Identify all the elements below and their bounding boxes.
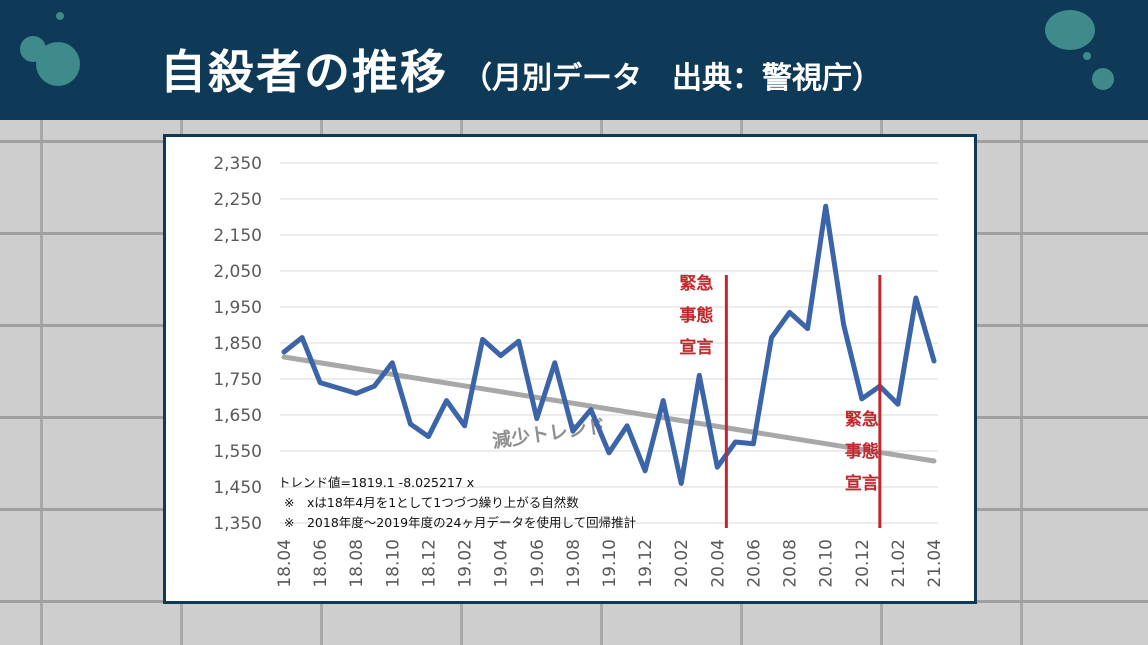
x-tick-label: 19.10	[600, 539, 620, 588]
page-title: 自殺者の推移	[160, 45, 448, 99]
data-point	[823, 204, 828, 209]
decor-blob	[1092, 68, 1114, 90]
header-bar: 自殺者の推移 （月別データ 出典：警視庁）	[0, 0, 1148, 120]
y-tick-label: 1,950	[213, 298, 262, 318]
x-tick-label: 21.02	[889, 539, 909, 588]
x-tick-label: 21.04	[925, 539, 945, 588]
data-point	[390, 360, 395, 365]
x-tick-label: 20.10	[817, 539, 837, 588]
y-tick-label: 2,150	[213, 226, 262, 246]
data-point	[408, 421, 413, 427]
decor-blob	[1045, 10, 1095, 50]
decor-blob	[1083, 52, 1091, 60]
y-tick-label: 1,850	[213, 334, 262, 354]
data-point	[751, 441, 756, 446]
y-tick-label: 2,250	[213, 190, 262, 210]
x-tick-label: 18.04	[275, 539, 295, 588]
data-point	[787, 310, 792, 315]
data-point	[913, 295, 919, 301]
x-tick-label: 19.12	[636, 539, 656, 588]
data-point	[516, 339, 521, 344]
chart-card: 1,350 1,450 1,550 1,650 1,750 1,850 1,950 2,050…	[163, 134, 977, 604]
x-tick-label: 18.10	[383, 539, 403, 588]
x-tick-label: 20.02	[672, 539, 692, 588]
y-tick-label: 1,450	[213, 478, 262, 498]
regression-note: ※ 2018年度～2019年度の24ヶ月データを使用して回帰推計	[284, 515, 636, 530]
data-point	[462, 423, 467, 428]
data-point	[552, 360, 558, 365]
decor-blob	[56, 12, 64, 20]
page-subtitle: （月別データ 出典：警視庁）	[462, 61, 882, 96]
data-point	[805, 326, 810, 331]
event-label: 事態	[679, 305, 713, 326]
data-point	[335, 385, 341, 391]
y-tick-label: 1,750	[213, 370, 262, 390]
series-line	[281, 203, 937, 486]
data-point	[624, 423, 630, 428]
y-tick-label: 2,050	[213, 262, 262, 282]
trend-line	[281, 354, 937, 464]
data-point	[931, 358, 937, 364]
data-point	[570, 429, 576, 434]
data-point	[769, 335, 774, 340]
data-point	[642, 468, 648, 473]
x-tick-label: 19.04	[492, 539, 512, 588]
y-tick-label: 1,350	[213, 514, 262, 534]
data-point	[354, 391, 359, 396]
data-point	[588, 407, 594, 412]
x-tick-label: 20.06	[744, 539, 764, 588]
regression-note: ※ xは18年4月を1として1つづつ繰り上がる自然数	[284, 495, 579, 510]
x-tick-label: 20.12	[853, 539, 873, 588]
event-label: 緊急	[679, 273, 713, 294]
x-tick-label: 18.12	[419, 539, 439, 588]
x-tick-label: 20.08	[781, 539, 801, 588]
page-title-row: 自殺者の推移 （月別データ 出典：警視庁）	[160, 36, 882, 102]
data-point	[660, 398, 666, 403]
x-tick-label: 19.08	[564, 539, 584, 588]
x-tick-label: 19.02	[456, 539, 476, 588]
data-point	[299, 335, 305, 340]
event-label: 宣言	[845, 473, 879, 494]
data-point	[733, 439, 738, 445]
x-tick-label: 18.06	[311, 539, 331, 588]
line-chart: 1,350 1,450 1,550 1,650 1,750 1,850 1,950 2,050…	[213, 154, 945, 588]
event-label: 緊急	[845, 409, 879, 430]
x-tick-label: 19.06	[528, 539, 548, 588]
data-point	[859, 396, 864, 401]
data-point	[498, 353, 503, 358]
data-point	[841, 322, 846, 328]
data-point	[444, 398, 449, 403]
x-tick-label: 18.08	[347, 539, 367, 588]
decor-blob	[36, 42, 80, 86]
data-point	[372, 384, 377, 389]
data-point	[480, 337, 485, 342]
regression-note: トレンド値=1819.1 -8.025217 x	[278, 475, 474, 490]
data-point	[679, 481, 684, 486]
data-point	[606, 450, 612, 455]
data-point	[697, 373, 702, 378]
trend-label: 減少トレンド	[491, 414, 607, 453]
data-point	[715, 465, 720, 470]
y-tick-label: 1,650	[213, 406, 262, 426]
x-tick-label: 20.04	[708, 539, 728, 588]
data-point	[534, 416, 539, 421]
data-point	[426, 434, 431, 439]
data-point	[317, 380, 323, 385]
data-point	[895, 402, 901, 407]
event-label: 事態	[845, 441, 879, 462]
y-tick-label: 2,350	[213, 154, 262, 174]
event-label: 宣言	[679, 337, 713, 358]
y-tick-label: 1,550	[213, 442, 262, 462]
data-point	[281, 349, 287, 355]
